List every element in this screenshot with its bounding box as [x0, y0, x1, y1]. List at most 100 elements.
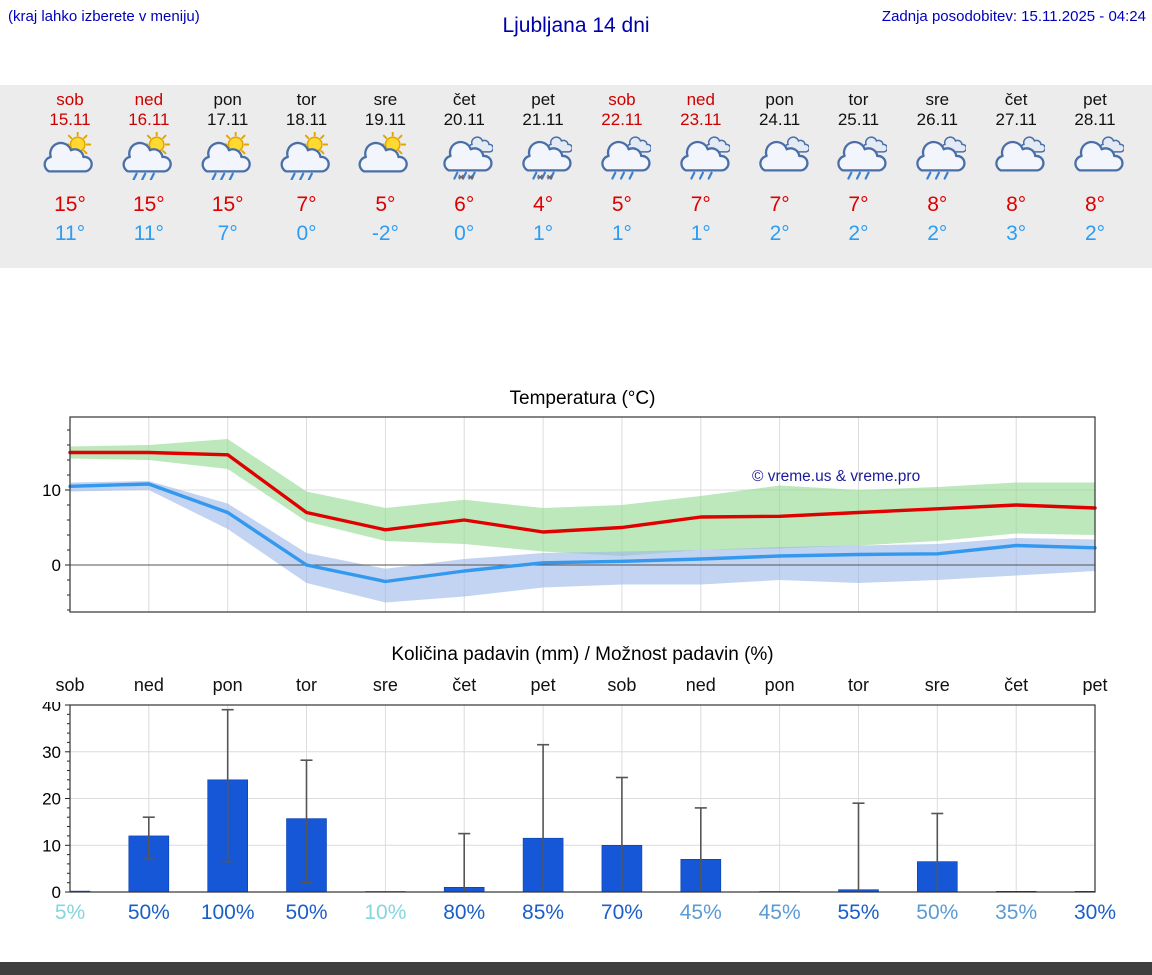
precipitation-chart: 0 10 20 30 40 [42, 702, 1096, 900]
min-temperature: 11° [54, 222, 86, 245]
max-temperature: 8° [1006, 193, 1027, 216]
forecast-day-26.11[interactable]: sre 26.11 8° 2° [897, 85, 977, 268]
forecast-day-17.11[interactable]: pon 17.11 15° 7° [188, 85, 268, 268]
precip-day-label: čet [452, 675, 477, 695]
max-temperature: 7° [848, 193, 869, 216]
day-date: 19.11 [364, 110, 407, 129]
precip-day-label: tor [296, 675, 318, 695]
day-date: 17.11 [207, 110, 249, 129]
day-date: 16.11 [128, 110, 170, 129]
day-name: tor [848, 90, 869, 109]
precip-day-label: pon [212, 675, 243, 695]
precip-day-labels: sob ned pon tor sre čet pet sob ned pon tor sre čet p… [0, 675, 1152, 697]
last-update: Zadnja posodobitev: 15.11.2025 - 04:24 [881, 8, 1146, 25]
day-name: pon [213, 90, 242, 109]
weather-icon-cloud-rain [908, 132, 968, 180]
precip-day-label: čet [1004, 675, 1029, 695]
max-temperature: 15° [211, 193, 244, 216]
weather-icon-cloud-sleet [435, 132, 495, 180]
precip-probability: 50% [285, 901, 328, 924]
forecast-day-27.11[interactable]: čet 27.11 8° 3° [976, 85, 1056, 268]
precip-probability: 45% [758, 901, 801, 924]
page-title: Ljubljana 14 dni [502, 14, 650, 37]
svg-text:0: 0 [52, 556, 61, 575]
max-temperature: 7° [296, 193, 317, 216]
min-temperature: 1° [690, 222, 711, 245]
max-temperature: 15° [54, 193, 86, 216]
weather-icon-cloud [751, 132, 810, 180]
precip-day-label: pon [764, 675, 795, 695]
forecast-day-20.11[interactable]: čet 20.11 6° 0° [424, 85, 504, 268]
temperature-chart: 0 10 © vreme.us & vreme.pro [42, 416, 1097, 613]
forecast-day-28.11[interactable]: pet 28.11 8° 2° [1055, 85, 1135, 268]
day-name: sob [56, 90, 84, 109]
weather-icon-sun-cloud [356, 131, 414, 180]
min-temperature: 1° [533, 222, 554, 245]
forecast-day-18.11[interactable]: tor 18.11 7° 0° [267, 85, 347, 268]
day-name: ned [686, 90, 715, 109]
svg-text:10: 10 [42, 481, 61, 500]
min-temperature: 7° [217, 222, 238, 245]
day-name: sre [925, 90, 950, 109]
day-date: 15.11 [49, 110, 91, 129]
weather-icon-sun-cloud-rain [278, 131, 336, 181]
precip-day-label: sob [607, 675, 637, 695]
max-temperature: 4° [533, 193, 554, 216]
min-temperature: -2° [371, 222, 399, 245]
precip-day-label: sre [924, 675, 950, 695]
max-temperature: 5° [611, 193, 632, 216]
min-temperature: 1° [611, 222, 632, 245]
forecast-day-16.11[interactable]: ned 16.11 15° 11° [109, 85, 189, 268]
day-date: 24.11 [758, 110, 801, 129]
precip-day-label: ned [133, 675, 164, 695]
precip-probability: 55% [837, 901, 880, 924]
forecast-day-25.11[interactable]: tor 25.11 7° 2° [818, 85, 898, 268]
precip-probability: 5% [54, 901, 86, 924]
weather-icon-sun-cloud-rain [120, 131, 178, 181]
menu-hint: (kraj lahko izberete v meniju) [8, 8, 200, 25]
precip-day-label: tor [847, 675, 869, 695]
day-date: 22.11 [601, 110, 643, 129]
day-name: pon [765, 90, 794, 109]
precip-probability: 45% [679, 901, 722, 924]
forecast-day-21.11[interactable]: pet 21.11 4° 1° [503, 85, 583, 268]
min-temperature: 3° [1006, 222, 1027, 245]
precip-prob-row: 5% 50% 100% 50% 10% 80% 85% 70% 45% 45% 55% 50% 35% 3… [0, 901, 1152, 929]
day-date: 21.11 [522, 110, 564, 129]
max-temperature: 8° [1084, 193, 1106, 216]
forecast-day-15.11[interactable]: sob 15.11 15° 11° [30, 85, 110, 268]
day-name: sre [373, 90, 398, 109]
weather-icon-cloud-sleet [514, 132, 574, 180]
precip-probability: 35% [995, 901, 1038, 924]
precip-probability: 80% [443, 901, 486, 924]
day-date: 18.11 [285, 110, 328, 129]
forecast-day-23.11[interactable]: ned 23.11 7° 1° [661, 85, 741, 268]
forecast-day-24.11[interactable]: pon 24.11 7° 2° [740, 85, 820, 268]
weather-icon-sun-cloud-rain [199, 131, 257, 181]
min-temperature: 0° [454, 222, 475, 245]
temperature-chart-title: Temperatura (°C) [509, 388, 656, 409]
day-name: pet [1083, 90, 1107, 109]
precip-probability: 10% [364, 901, 407, 924]
precip-probability: 50% [127, 901, 170, 924]
forecast-day-19.11[interactable]: sre 19.11 5° -2° [345, 85, 425, 268]
precip-probability: 50% [916, 901, 959, 924]
max-temperature: 15° [132, 193, 165, 216]
min-temperature: 0° [296, 222, 317, 245]
precip-day-label: sob [55, 675, 85, 695]
precip-probability: 85% [522, 901, 565, 924]
svg-text:© vreme.us & vreme.pro: © vreme.us & vreme.pro [752, 468, 920, 485]
day-date: 26.11 [916, 110, 958, 129]
max-temperature: 5° [375, 193, 396, 216]
day-name: ned [134, 90, 164, 109]
day-name: pet [531, 90, 555, 109]
weather-icon-cloud-rain [829, 132, 889, 180]
max-temperature: 7° [690, 193, 711, 216]
day-date: 27.11 [995, 110, 1037, 129]
svg-text:30: 30 [42, 743, 61, 762]
forecast-day-22.11[interactable]: sob 22.11 5° 1° [582, 85, 662, 268]
weather-icon-cloud-rain [672, 132, 731, 180]
weather-icon-cloud [987, 132, 1047, 180]
day-name: sob [608, 90, 636, 109]
